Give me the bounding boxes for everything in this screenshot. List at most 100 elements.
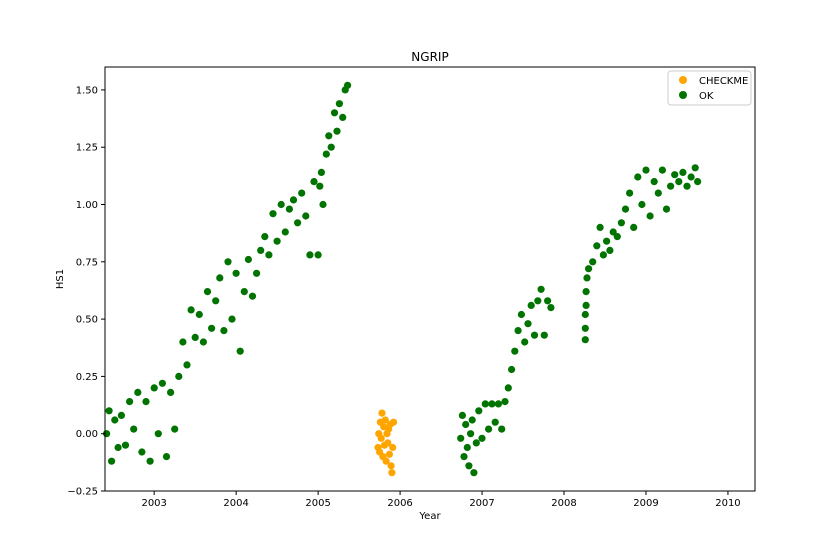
point-ok bbox=[108, 457, 116, 465]
point-ok bbox=[458, 411, 466, 419]
point-ok bbox=[310, 178, 318, 186]
point-ok bbox=[488, 400, 496, 408]
x-tick-label: 2009 bbox=[633, 498, 658, 509]
point-ok bbox=[216, 274, 224, 282]
point-ok bbox=[475, 407, 483, 415]
point-ok bbox=[261, 233, 269, 241]
point-ok bbox=[582, 288, 590, 296]
y-tick-label: 0.50 bbox=[76, 315, 98, 326]
point-ok bbox=[462, 420, 470, 429]
point-ok bbox=[691, 164, 699, 172]
legend-marker-ok bbox=[679, 91, 687, 99]
point-ok bbox=[638, 200, 646, 209]
point-ok bbox=[285, 205, 293, 213]
point-ok bbox=[167, 388, 175, 396]
point-ok bbox=[150, 384, 158, 392]
point-ok bbox=[511, 347, 519, 355]
point-checkme bbox=[378, 409, 386, 417]
point-ok bbox=[158, 379, 166, 387]
point-ok bbox=[265, 251, 273, 259]
y-axis-ticks: −0.25 0.00 0.25 0.50 0.75 1.00 1.25 1.50 bbox=[67, 85, 105, 498]
point-ok bbox=[460, 453, 468, 461]
point-ok bbox=[540, 331, 548, 339]
point-ok bbox=[675, 178, 683, 186]
point-ok bbox=[294, 219, 302, 227]
point-checkme bbox=[377, 434, 385, 442]
point-ok bbox=[581, 324, 589, 332]
chart-title: NGRIP bbox=[411, 50, 448, 64]
point-ok bbox=[658, 166, 667, 174]
point-ok bbox=[534, 297, 542, 305]
point-checkme bbox=[388, 469, 396, 477]
point-ok bbox=[212, 297, 220, 305]
legend-frame bbox=[667, 70, 752, 106]
point-ok bbox=[485, 425, 493, 433]
point-ok bbox=[302, 212, 310, 220]
point-ok bbox=[105, 407, 113, 415]
point-checkme bbox=[387, 462, 395, 470]
point-ok bbox=[277, 200, 285, 209]
point-ok bbox=[626, 189, 634, 197]
point-ok bbox=[126, 398, 134, 406]
point-ok bbox=[339, 113, 347, 121]
point-ok bbox=[191, 333, 199, 341]
point-ok bbox=[694, 178, 702, 186]
y-tick-label: 0.00 bbox=[76, 429, 98, 440]
plot-frame bbox=[104, 66, 756, 492]
point-ok bbox=[613, 233, 621, 241]
point-ok bbox=[581, 310, 589, 319]
point-ok bbox=[306, 251, 314, 259]
point-ok bbox=[183, 361, 191, 369]
point-ok bbox=[470, 469, 478, 477]
point-ok bbox=[114, 443, 122, 452]
point-checkme bbox=[389, 443, 397, 452]
point-ok bbox=[530, 331, 539, 339]
point-ok bbox=[583, 274, 591, 282]
point-ok bbox=[240, 288, 248, 296]
point-ok bbox=[603, 237, 611, 245]
point-ok bbox=[501, 398, 509, 406]
x-tick-label: 2007 bbox=[469, 498, 494, 509]
point-ok bbox=[527, 301, 535, 309]
point-ok bbox=[269, 210, 277, 218]
point-ok bbox=[642, 166, 650, 174]
point-ok bbox=[281, 228, 289, 236]
point-ok bbox=[117, 411, 125, 419]
point-checkme bbox=[382, 457, 390, 465]
y-tick-label: 1.25 bbox=[76, 143, 98, 154]
y-tick-label: 0.25 bbox=[76, 372, 98, 383]
legend-label-ok: OK bbox=[699, 91, 714, 102]
point-ok bbox=[175, 372, 183, 380]
point-ok bbox=[544, 297, 552, 305]
point-ok bbox=[162, 453, 171, 461]
point-ok bbox=[609, 228, 617, 236]
point-ok bbox=[220, 327, 228, 335]
point-checkme bbox=[389, 418, 398, 426]
point-ok bbox=[273, 237, 281, 245]
point-ok bbox=[468, 416, 476, 424]
point-ok bbox=[111, 416, 119, 424]
point-ok bbox=[203, 288, 212, 296]
point-ok bbox=[319, 200, 327, 209]
point-ok bbox=[582, 301, 590, 309]
point-ok bbox=[333, 127, 341, 135]
point-ok bbox=[142, 398, 150, 406]
x-tick-label: 2004 bbox=[223, 498, 248, 509]
point-ok bbox=[236, 347, 244, 355]
point-ok bbox=[224, 258, 232, 266]
point-ok bbox=[679, 168, 687, 176]
point-ok bbox=[650, 178, 658, 186]
point-ok bbox=[317, 168, 325, 176]
point-ok bbox=[472, 439, 480, 447]
point-ok bbox=[478, 434, 486, 442]
point-checkme bbox=[381, 416, 389, 424]
y-tick-label: 1.00 bbox=[76, 200, 98, 211]
point-ok bbox=[322, 150, 330, 158]
point-ok bbox=[517, 310, 526, 319]
point-ok bbox=[537, 285, 545, 293]
point-ok bbox=[508, 365, 516, 374]
legend-marker-checkme bbox=[679, 76, 687, 84]
point-ok bbox=[316, 182, 324, 190]
point-ok bbox=[344, 81, 352, 89]
point-ok bbox=[498, 425, 506, 433]
